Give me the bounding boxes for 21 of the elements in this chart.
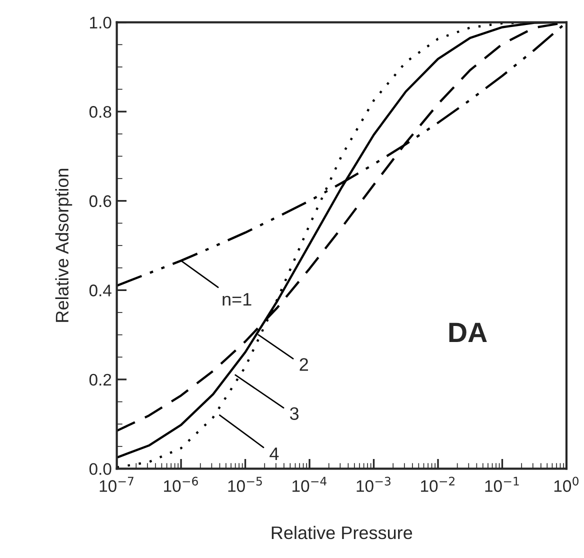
x-tick-label: 10$^{−4}$ [292, 476, 327, 492]
annotation: 2 [300, 358, 308, 371]
annotation: 3 [290, 407, 299, 420]
x-axis-title: Relative Pressure [272, 526, 412, 540]
annotation: n=1 [222, 293, 252, 306]
x-tick-label: 10$^{−2}$ [421, 476, 454, 492]
y-tick-label: 0.4 [89, 284, 112, 296]
x-tick-label: 10$^{−5}$ [228, 476, 262, 492]
x-tick-label: 10$^{−1}$ [485, 476, 519, 492]
annotation: 4 [270, 448, 279, 460]
y-tick-label: 0.6 [89, 195, 112, 208]
y-tick-label: 0.2 [89, 374, 112, 386]
y-axis-title: Relative Adsorption [55, 168, 72, 322]
y-tick-label: 1.0 [90, 16, 112, 29]
x-tick-label: 10$^{−3}$ [356, 476, 390, 492]
y-tick-label: 0.0 [89, 463, 112, 475]
y-tick-label: 0.8 [89, 106, 112, 118]
x-tick-label: 10$^{−6}$ [164, 476, 198, 492]
annotation: DA [449, 322, 487, 342]
x-tick-label: 10$^{0}$ [554, 476, 578, 492]
x-tick-label: 10$^{−7}$ [100, 476, 134, 492]
